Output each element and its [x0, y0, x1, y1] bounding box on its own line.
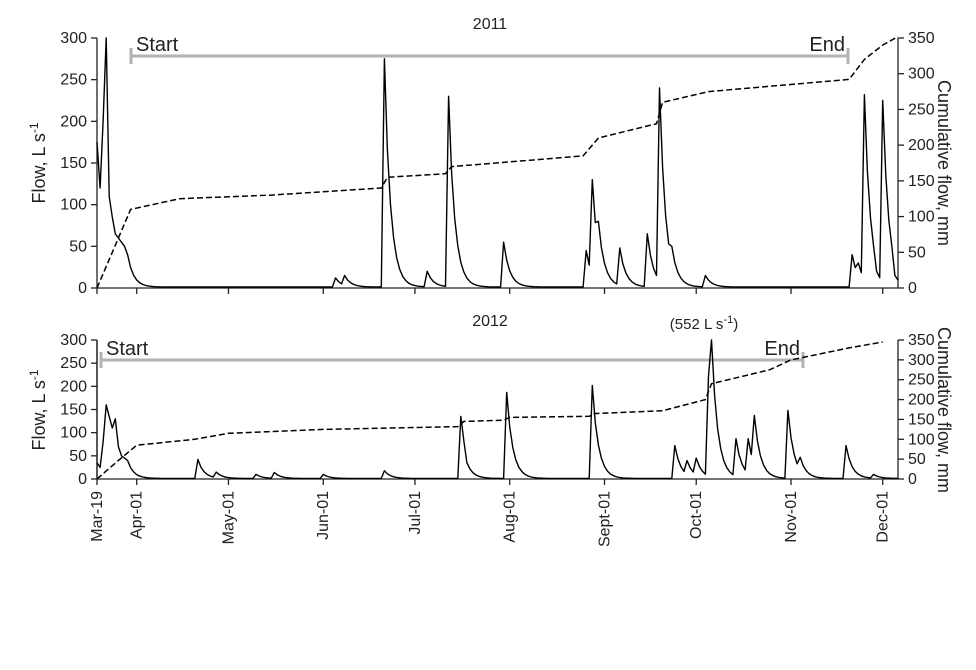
x-tick-labels: Mar-19 Apr-01 May-01 Jun-01 Jul-01 Aug-01 Sept…: [89, 491, 892, 547]
y-axis-title-left-2012: Flow, L s-1: [27, 369, 49, 450]
right-tick-label: 150: [908, 411, 935, 428]
cumulative-series-2012: [96, 341, 883, 480]
left-tick-label: 250: [60, 72, 87, 89]
panel-2012: 2012 (552 L s-1) 0 50 100 150 200 250 300 0 50 1…: [27, 313, 954, 547]
left-tick-label: 200: [60, 113, 87, 130]
svg-text:Cumulative flow, mm: Cumulative flow, mm: [934, 327, 954, 493]
right-ticks-2012: 0 50 100 150 200 250 300 350: [898, 332, 935, 488]
left-tick-label: 100: [60, 425, 87, 442]
end-label-2012: End: [764, 338, 800, 360]
x-tick-label: Jun-01: [315, 491, 332, 540]
panel-title-2012: 2012: [472, 313, 508, 330]
x-tick-label: May-01: [221, 491, 238, 544]
x-tick-label: Jul-01: [407, 491, 424, 535]
right-ticks-2011: 0 50 100 150 200 250 300 350: [898, 30, 935, 297]
right-tick-label: 0: [908, 280, 917, 297]
flow-series-2011: [96, 37, 899, 288]
left-tick-label: 150: [60, 402, 87, 419]
x-tick-label: Sept-01: [597, 491, 614, 547]
x-tick-label: Oct-01: [688, 491, 705, 539]
left-tick-label: 300: [60, 30, 87, 47]
start-label-2012: Start: [106, 338, 149, 360]
right-tick-label: 50: [908, 244, 926, 261]
right-tick-label: 150: [908, 173, 935, 190]
x-tick-label: Aug-01: [502, 491, 519, 543]
right-tick-label: 300: [908, 66, 935, 83]
flow-series-2012: [96, 339, 899, 480]
start-label-2011: Start: [136, 34, 179, 56]
right-tick-label: 200: [908, 137, 935, 154]
left-tick-label: 0: [78, 471, 87, 488]
left-tick-label: 150: [60, 155, 87, 172]
left-tick-label: 50: [69, 448, 87, 465]
svg-text:Flow, L s-1: Flow, L s-1: [27, 122, 49, 203]
x-ticks-2012: [96, 479, 884, 485]
right-tick-label: 50: [908, 451, 926, 468]
x-tick-label: Mar-19: [89, 491, 106, 542]
x-tick-label: Apr-01: [129, 491, 146, 539]
right-tick-label: 250: [908, 372, 935, 389]
panel-title-2011: 2011: [473, 16, 508, 33]
right-tick-label: 0: [908, 471, 917, 488]
end-label-2011: End: [809, 34, 845, 56]
x-tick-label: Dec-01: [875, 491, 892, 543]
right-tick-label: 350: [908, 332, 935, 349]
y-axis-title-right-2012: Cumulative flow, mm: [934, 327, 954, 493]
right-tick-label: 250: [908, 101, 935, 118]
left-tick-label: 0: [78, 280, 87, 297]
right-tick-label: 100: [908, 431, 935, 448]
left-tick-label: 300: [60, 332, 87, 349]
right-tick-label: 300: [908, 352, 935, 369]
left-ticks-2011: 0 50 100 150 200 250 300: [60, 30, 97, 297]
right-tick-label: 200: [908, 392, 935, 409]
left-ticks-2012: 0 50 100 150 200 250 300: [60, 332, 97, 488]
right-tick-label: 100: [908, 209, 935, 226]
x-tick-label: Nov-01: [783, 491, 800, 543]
peak-annotation: (552 L s-1): [670, 314, 738, 333]
x-ticks-2011: [96, 288, 884, 294]
left-tick-label: 50: [69, 238, 87, 255]
panel-2011: 2011 0 50 100 150 200 250 300 0 50 100 150 200 250 3…: [27, 16, 954, 297]
left-tick-label: 200: [60, 378, 87, 395]
left-tick-label: 250: [60, 355, 87, 372]
cumulative-series-2011: [96, 35, 899, 289]
left-tick-label: 100: [60, 197, 87, 214]
svg-text:Flow, L s-1: Flow, L s-1: [27, 369, 49, 450]
y-axis-title-left-2011: Flow, L s-1: [27, 122, 49, 203]
svg-text:Cumulative flow, mm: Cumulative flow, mm: [934, 80, 954, 246]
right-tick-label: 350: [908, 30, 935, 47]
y-axis-title-right-2011: Cumulative flow, mm: [934, 80, 954, 246]
